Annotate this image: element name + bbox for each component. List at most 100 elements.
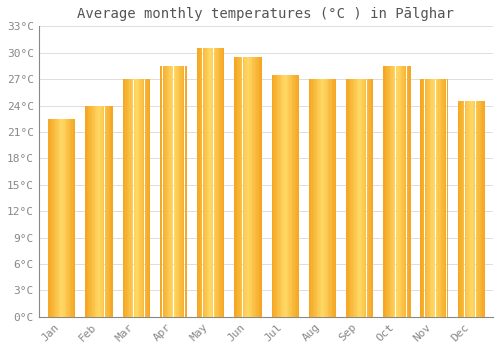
Bar [98,105,99,317]
Bar [184,66,186,317]
Bar [332,79,334,317]
Bar [64,119,66,317]
Bar [324,79,325,317]
Bar [183,66,184,317]
Bar [286,75,288,317]
Bar [320,79,321,317]
Bar [441,79,442,317]
Bar [234,57,236,317]
Bar [59,119,60,317]
Bar [426,79,427,317]
Bar [326,79,328,317]
Bar [256,57,258,317]
Bar [136,79,138,317]
Bar [132,79,134,317]
Bar [459,101,460,317]
Bar [91,105,92,317]
Bar [463,101,464,317]
Bar [438,79,440,317]
Bar [365,79,366,317]
Bar [128,79,130,317]
Bar [74,119,76,317]
Bar [96,105,98,317]
Bar [50,119,51,317]
Bar [316,79,317,317]
Bar [361,79,362,317]
Bar [321,79,322,317]
Bar [110,105,112,317]
Bar [248,57,250,317]
Bar [52,119,54,317]
Bar [464,101,466,317]
Bar [108,105,110,317]
Bar [284,75,285,317]
Bar [259,57,260,317]
Bar [172,66,174,317]
Bar [277,75,278,317]
Bar [360,79,361,317]
Bar [254,57,255,317]
Bar [166,66,168,317]
Bar [397,66,398,317]
Bar [368,79,369,317]
Bar [390,66,392,317]
Bar [428,79,430,317]
Bar [393,66,394,317]
Bar [161,66,162,317]
Bar [164,66,165,317]
Bar [354,79,356,317]
Bar [445,79,446,317]
Bar [68,119,70,317]
Bar [285,75,286,317]
Bar [60,119,62,317]
Bar [131,79,132,317]
Bar [350,79,352,317]
Bar [424,79,426,317]
Bar [94,105,95,317]
Bar [313,79,314,317]
Bar [104,105,106,317]
Bar [392,66,393,317]
Bar [100,105,102,317]
Bar [73,119,74,317]
Bar [51,119,52,317]
Bar [276,75,277,317]
Bar [312,79,313,317]
Bar [317,79,318,317]
Bar [144,79,146,317]
Bar [402,66,404,317]
Bar [197,48,198,317]
Bar [70,119,71,317]
Bar [420,79,422,317]
Bar [278,75,280,317]
Bar [222,48,223,317]
Bar [330,79,332,317]
Bar [219,48,220,317]
Bar [212,48,214,317]
Bar [272,75,273,317]
Bar [126,79,128,317]
Bar [394,66,396,317]
Bar [384,66,386,317]
Bar [215,48,216,317]
Bar [296,75,298,317]
Bar [180,66,182,317]
Bar [335,79,336,317]
Bar [92,105,94,317]
Bar [146,79,147,317]
Bar [143,79,144,317]
Bar [470,101,472,317]
Bar [295,75,296,317]
Bar [202,48,204,317]
Bar [206,48,208,317]
Bar [55,119,56,317]
Bar [400,66,401,317]
Bar [122,79,124,317]
Bar [406,66,408,317]
Bar [211,48,212,317]
Bar [102,105,103,317]
Bar [54,119,55,317]
Bar [423,79,424,317]
Bar [314,79,316,317]
Bar [444,79,445,317]
